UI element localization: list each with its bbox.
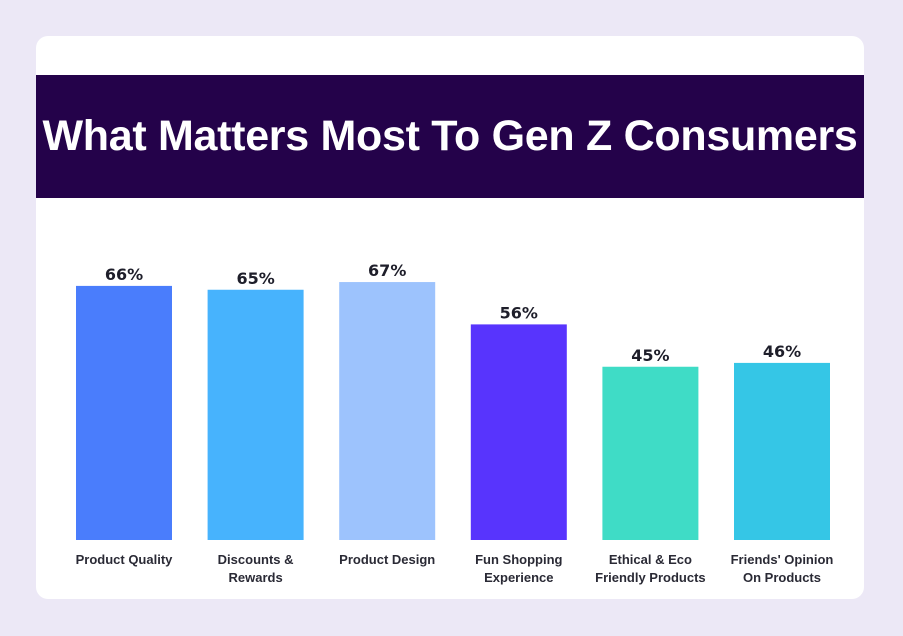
category-label-4: Ethical & Eco Friendly Products <box>595 552 706 585</box>
value-label-1: 65% <box>236 269 274 288</box>
category-label-2: Product Design <box>339 552 435 567</box>
chart-title: What Matters Most To Gen Z Consumers <box>42 112 858 160</box>
bar-2 <box>339 282 436 540</box>
value-label-3: 56% <box>500 303 538 322</box>
value-label-0: 66% <box>105 265 143 284</box>
category-label-5: Friends' Opinion On Products <box>731 552 834 585</box>
category-label-1: Discounts & Rewards <box>218 552 294 585</box>
title-banner: What Matters Most To Gen Z Consumers <box>36 75 864 198</box>
bar-5 <box>734 362 830 540</box>
category-label-3: Fun Shopping Experience <box>475 552 562 585</box>
bar-1 <box>207 289 304 540</box>
value-label-5: 46% <box>763 342 801 361</box>
bar-3 <box>470 324 567 540</box>
value-label-2: 67% <box>368 261 406 280</box>
value-label-4: 45% <box>631 346 669 365</box>
category-label-0: Product Quality <box>76 552 174 567</box>
bar-0 <box>76 285 172 540</box>
bar-4 <box>602 366 699 540</box>
